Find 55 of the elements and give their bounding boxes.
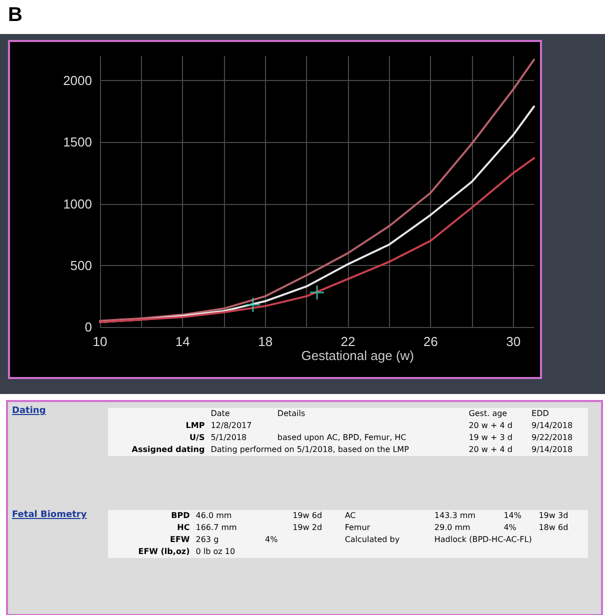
text: 19w 6d bbox=[292, 510, 324, 522]
y-tick-label: 500 bbox=[70, 258, 92, 273]
y-tick-label: 2000 bbox=[63, 73, 92, 88]
text: 0 lb oz 10 bbox=[194, 546, 236, 558]
text: 9/14/2018 bbox=[530, 420, 574, 432]
text: AC bbox=[344, 510, 357, 522]
text: Hadlock (BPD-HC-AC-FL) bbox=[433, 534, 533, 546]
text: 20 w + 4 d bbox=[468, 444, 514, 456]
text: B bbox=[8, 4, 22, 27]
text: U/S bbox=[188, 432, 206, 444]
text: EFW (lb,oz) bbox=[137, 546, 191, 558]
text: 19 w + 3 d bbox=[468, 432, 514, 444]
text: EDD bbox=[530, 408, 550, 420]
text: 18w 6d bbox=[538, 522, 570, 534]
text: Calculated by bbox=[344, 534, 401, 546]
text: 9/22/2018 bbox=[530, 432, 574, 444]
text: Date bbox=[210, 408, 231, 420]
text: 19w 3d bbox=[538, 510, 570, 522]
y-tick-label: 0 bbox=[84, 320, 92, 334]
x-tick-label: 14 bbox=[175, 334, 190, 349]
text: Femur bbox=[344, 522, 372, 534]
text: 9/14/2018 bbox=[530, 444, 574, 456]
x-tick-label: 18 bbox=[258, 334, 273, 349]
text: 46.0 mm bbox=[194, 510, 233, 522]
text: Fetal Biometry bbox=[12, 510, 87, 520]
y-tick-label: 1500 bbox=[63, 134, 92, 150]
text: Assigned dating bbox=[130, 444, 206, 456]
text: 19w 2d bbox=[292, 522, 324, 534]
text: Dating bbox=[12, 406, 46, 416]
line-series bbox=[99, 58, 535, 322]
text: 263 g bbox=[194, 534, 220, 546]
text: Dating performed on 5/1/2018, based on the LMP bbox=[210, 444, 410, 456]
text: HC bbox=[176, 522, 191, 534]
text: Details bbox=[276, 408, 306, 420]
text: 20 w + 4 d bbox=[468, 420, 514, 432]
text: EFW bbox=[168, 534, 191, 546]
x-axis-title: Gestational age (w) bbox=[301, 348, 414, 363]
text: 14% bbox=[502, 510, 522, 522]
line-series bbox=[99, 157, 535, 324]
text: LMP bbox=[184, 420, 206, 432]
x-tick-label: 26 bbox=[423, 334, 438, 349]
y-tick-label: 1000 bbox=[63, 196, 92, 212]
text: 29.0 mm bbox=[433, 522, 472, 534]
x-tick-label: 22 bbox=[340, 334, 356, 349]
text: based upon AC, BPD, Femur, HC bbox=[276, 432, 408, 444]
text: BPD bbox=[170, 510, 191, 522]
text: 5/1/2018 bbox=[210, 432, 248, 444]
text: 4% bbox=[264, 534, 279, 546]
text: 12/8/2017 bbox=[210, 420, 253, 432]
text: 166.7 mm bbox=[194, 522, 238, 534]
text: Gest. age bbox=[468, 408, 508, 420]
text: 4% bbox=[502, 522, 518, 534]
text: 143.3 mm bbox=[433, 510, 476, 522]
x-tick-label: 10 bbox=[92, 334, 108, 349]
x-tick-label: 30 bbox=[506, 334, 521, 349]
